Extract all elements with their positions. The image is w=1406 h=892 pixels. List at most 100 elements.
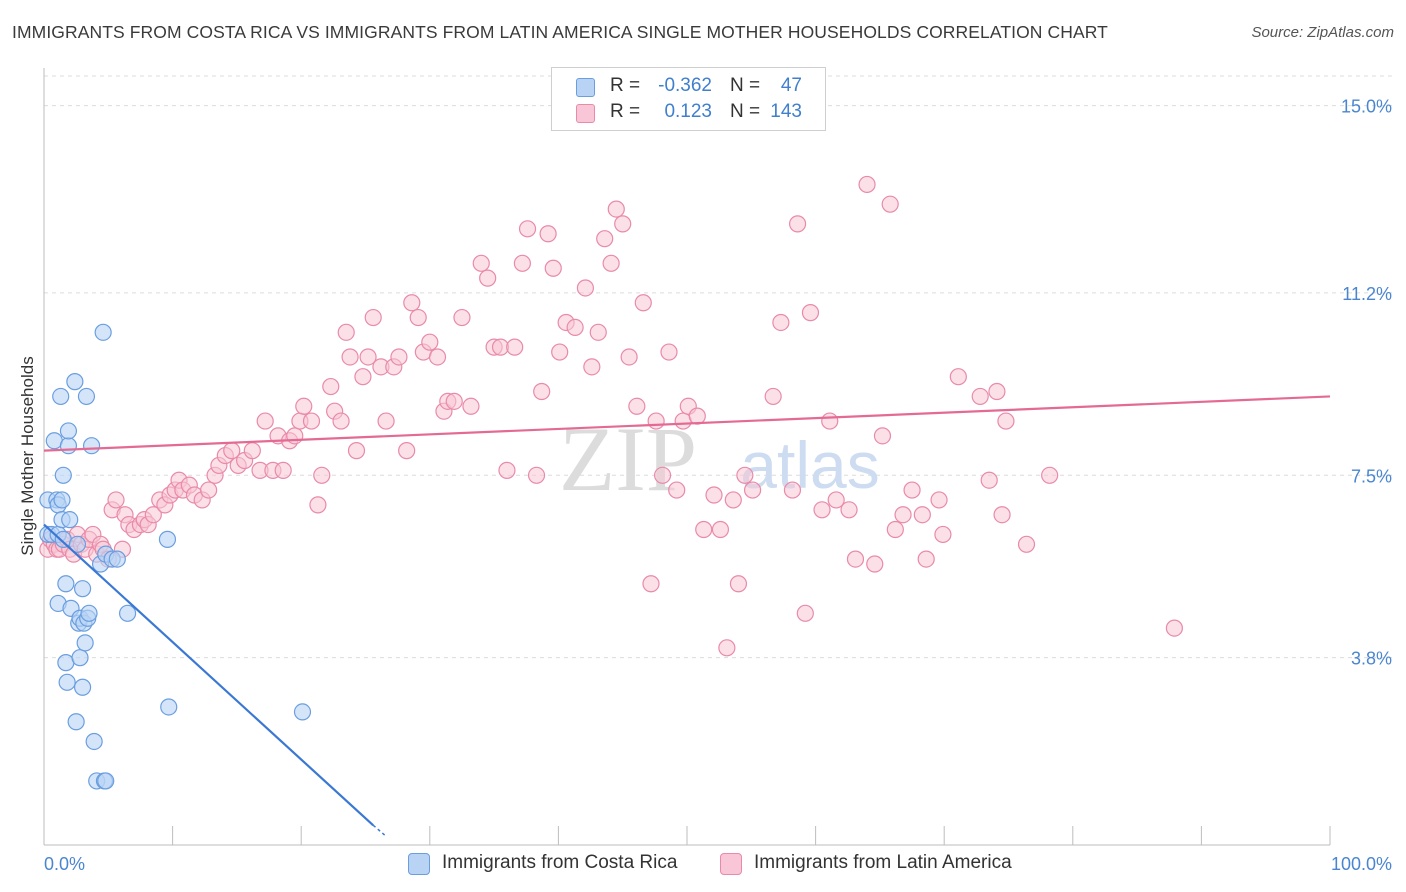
data-point-latin-america: [403, 294, 421, 312]
data-point-costa-rica: [61, 511, 79, 529]
y-tick-label: 3.8%: [1351, 649, 1392, 669]
data-point-costa-rica: [52, 387, 70, 406]
data-point-latin-america: [332, 412, 350, 430]
data-point-costa-rica: [53, 491, 71, 509]
data-point-latin-america: [971, 387, 989, 406]
data-point-costa-rica: [108, 550, 126, 568]
data-point-latin-america: [858, 175, 876, 194]
data-point-latin-america: [903, 481, 921, 499]
data-point-latin-america: [634, 294, 652, 312]
data-point-latin-america: [913, 506, 931, 524]
data-point-latin-america: [660, 343, 678, 361]
data-point-latin-america: [506, 338, 524, 356]
data-point-latin-america: [993, 506, 1011, 524]
data-point-latin-america: [576, 279, 595, 297]
data-point-latin-america: [796, 604, 814, 622]
data-point-costa-rica: [59, 422, 78, 440]
bottom-legend-label-costa-rica: Immigrants from Costa Rica: [442, 852, 678, 873]
data-point-latin-america: [821, 412, 839, 430]
trend-line-costa-rica-extension: [372, 824, 386, 836]
data-point-latin-america: [364, 308, 382, 327]
data-point-latin-america: [866, 555, 884, 573]
data-point-latin-america: [309, 496, 327, 514]
data-point-latin-america: [302, 412, 321, 430]
legend-swatch-latin-america: [576, 104, 595, 123]
data-point-latin-america: [653, 466, 672, 484]
bottom-legend-swatch-latin-america: [720, 853, 742, 875]
data-point-latin-america: [1017, 535, 1036, 553]
data-point-latin-america: [846, 550, 865, 568]
data-point-latin-america: [607, 200, 625, 218]
data-point-latin-america: [409, 308, 427, 327]
data-point-latin-america: [347, 442, 366, 460]
x-tick-label: 0.0%: [44, 854, 85, 874]
data-point-costa-rica: [293, 703, 312, 721]
data-point-costa-rica: [118, 604, 137, 622]
data-point-costa-rica: [80, 604, 98, 622]
data-point-costa-rica: [59, 437, 78, 455]
y-tick-label: 15.0%: [1341, 97, 1392, 117]
data-point-latin-america: [628, 397, 646, 415]
data-point-latin-america: [354, 368, 372, 386]
data-point-costa-rica: [67, 713, 85, 731]
data-point-latin-america: [1165, 619, 1183, 637]
data-point-latin-america: [527, 466, 546, 484]
data-point-latin-america: [772, 313, 790, 332]
axes: [43, 68, 1331, 846]
data-point-costa-rica: [73, 678, 92, 696]
data-point-latin-america: [421, 333, 439, 351]
series-latin-america-points: [39, 175, 1183, 657]
data-point-costa-rica: [57, 575, 75, 593]
legend-r-value-costa-rica: -0.362: [658, 75, 712, 96]
data-point-latin-america: [539, 225, 557, 243]
data-point-costa-rica: [158, 530, 177, 548]
data-point-latin-america: [602, 254, 620, 272]
data-point-latin-america: [551, 343, 569, 361]
data-point-latin-america: [462, 397, 480, 415]
data-point-latin-america: [668, 481, 686, 499]
data-point-latin-america: [498, 461, 516, 479]
data-point-latin-america: [705, 486, 723, 504]
data-point-latin-america: [107, 491, 125, 509]
trend-line-costa-rica: [43, 523, 374, 827]
series-costa-rica-points: [39, 323, 312, 790]
data-point-latin-america: [589, 323, 607, 341]
data-point-latin-america: [724, 491, 742, 509]
data-point-latin-america: [200, 481, 218, 499]
data-point-costa-rica: [85, 732, 103, 751]
data-point-costa-rica: [71, 649, 89, 667]
data-point-latin-america: [783, 481, 802, 499]
data-point-latin-america: [566, 318, 584, 337]
data-point-costa-rica: [73, 580, 92, 598]
data-point-latin-america: [341, 348, 359, 366]
data-point-latin-america: [934, 525, 952, 544]
data-point-latin-america: [827, 491, 845, 509]
data-point-latin-america: [428, 348, 447, 366]
data-point-latin-america: [596, 230, 614, 248]
data-point-latin-america: [472, 254, 490, 272]
bottom-legend-label-latin-america: Immigrants from Latin America: [754, 852, 1012, 873]
data-point-latin-america: [544, 259, 562, 277]
legend-n-label: N =: [730, 75, 761, 96]
y-tick-label: 7.5%: [1351, 466, 1392, 486]
data-point-latin-america: [274, 461, 292, 479]
data-point-latin-america: [377, 412, 395, 430]
data-point-latin-america: [614, 215, 632, 233]
data-point-costa-rica: [68, 535, 87, 553]
legend-r-label: R =: [610, 101, 641, 122]
data-point-latin-america: [801, 304, 820, 322]
data-point-latin-america: [886, 520, 904, 539]
data-point-latin-america: [711, 520, 730, 539]
y-tick-label: 11.2%: [1342, 284, 1392, 304]
data-point-costa-rica: [94, 323, 112, 341]
source-label: Source: ZipAtlas.com: [1251, 24, 1394, 41]
data-point-latin-america: [736, 466, 754, 484]
data-point-latin-america: [695, 520, 713, 539]
trend-line-latin-america: [43, 395, 1331, 452]
data-point-latin-america: [1041, 466, 1059, 484]
data-point-latin-america: [518, 220, 537, 238]
data-point-latin-america: [764, 387, 782, 406]
data-point-costa-rica: [97, 772, 115, 790]
data-point-latin-america: [642, 575, 660, 593]
